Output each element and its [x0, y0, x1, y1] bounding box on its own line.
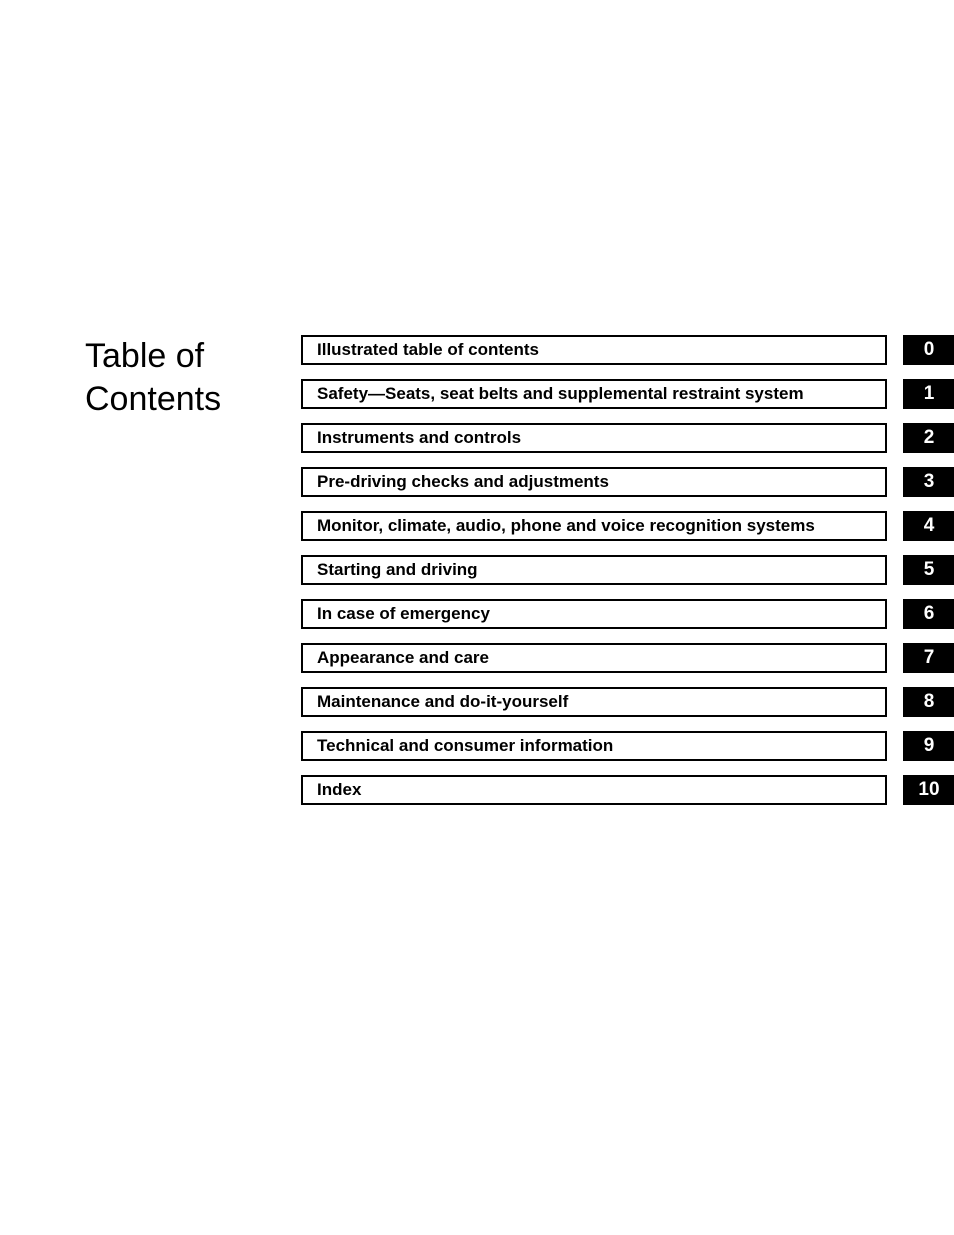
toc-row[interactable]: Technical and consumer information 9 — [301, 731, 954, 761]
toc-item-number: 5 — [903, 555, 954, 585]
toc-row[interactable]: Illustrated table of contents 0 — [301, 335, 954, 365]
toc-item-label: Starting and driving — [301, 555, 887, 585]
toc-item-number: 2 — [903, 423, 954, 453]
toc-item-label: Instruments and controls — [301, 423, 887, 453]
toc-item-label: In case of emergency — [301, 599, 887, 629]
toc-item-label: Illustrated table of contents — [301, 335, 887, 365]
toc-item-label: Monitor, climate, audio, phone and voice… — [301, 511, 887, 541]
toc-item-number: 4 — [903, 511, 954, 541]
toc-item-label: Maintenance and do-it-yourself — [301, 687, 887, 717]
toc-title-section: Table of Contents — [85, 335, 285, 420]
toc-title-line-1: Table of — [85, 337, 204, 375]
toc-list: Illustrated table of contents 0 Safety—S… — [301, 335, 954, 819]
toc-item-label: Index — [301, 775, 887, 805]
toc-item-number: 7 — [903, 643, 954, 673]
toc-item-number: 9 — [903, 731, 954, 761]
toc-row[interactable]: Maintenance and do-it-yourself 8 — [301, 687, 954, 717]
toc-item-number: 3 — [903, 467, 954, 497]
toc-row[interactable]: Index 10 — [301, 775, 954, 805]
toc-item-label: Safety—Seats, seat belts and supplementa… — [301, 379, 887, 409]
toc-row[interactable]: Monitor, climate, audio, phone and voice… — [301, 511, 954, 541]
toc-item-number: 10 — [903, 775, 954, 805]
toc-item-number: 6 — [903, 599, 954, 629]
toc-row[interactable]: Safety—Seats, seat belts and supplementa… — [301, 379, 954, 409]
toc-row[interactable]: Starting and driving 5 — [301, 555, 954, 585]
toc-row[interactable]: Pre-driving checks and adjustments 3 — [301, 467, 954, 497]
toc-item-label: Pre-driving checks and adjustments — [301, 467, 887, 497]
toc-row[interactable]: Appearance and care 7 — [301, 643, 954, 673]
toc-item-label: Technical and consumer information — [301, 731, 887, 761]
toc-item-number: 8 — [903, 687, 954, 717]
toc-title: Table of Contents — [85, 335, 285, 420]
toc-item-number: 1 — [903, 379, 954, 409]
toc-item-number: 0 — [903, 335, 954, 365]
toc-row[interactable]: In case of emergency 6 — [301, 599, 954, 629]
toc-title-line-2: Contents — [85, 380, 221, 418]
toc-row[interactable]: Instruments and controls 2 — [301, 423, 954, 453]
toc-item-label: Appearance and care — [301, 643, 887, 673]
